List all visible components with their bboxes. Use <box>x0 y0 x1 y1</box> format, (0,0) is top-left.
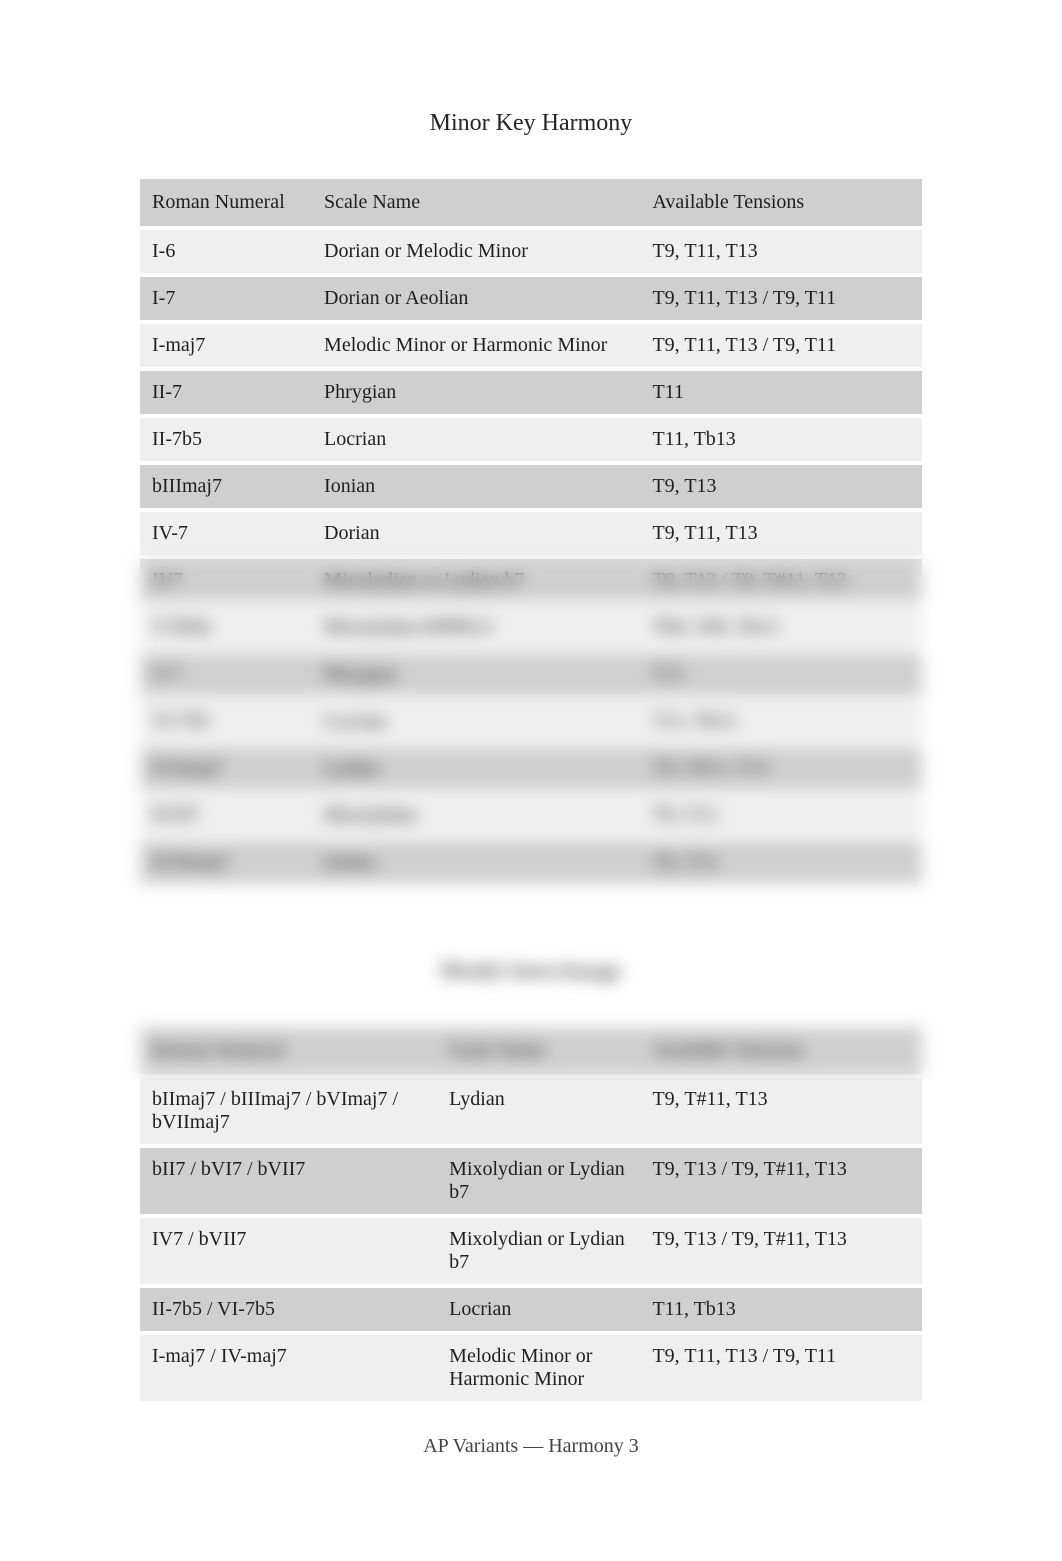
cell-scale: Ionian <box>312 841 640 884</box>
cell-scale: Ionian <box>312 465 640 508</box>
cell-roman: bIImaj7 / bIIImaj7 / bVImaj7 / bVIImaj7 <box>140 1078 437 1144</box>
cell-tension: T9, T13 <box>640 841 922 884</box>
cell-scale: Dorian <box>312 512 640 555</box>
table-row: II-7b5LocrianT11, Tb13 <box>140 418 922 461</box>
table-row: I-6Dorian or Melodic MinorT9, T11, T13 <box>140 230 922 273</box>
col-roman: Roman Numeral <box>140 1027 437 1074</box>
table-row: IV-7DorianT9, T11, T13 <box>140 512 922 555</box>
table-row: bIImaj7 / bIIImaj7 / bVImaj7 / bVIImaj7L… <box>140 1078 922 1144</box>
table-row: II-7b5 / VI-7b5LocrianT11, Tb13 <box>140 1288 922 1331</box>
cell-roman: bVIImaj7 <box>140 841 312 884</box>
cell-roman: IV7 / bVII7 <box>140 1218 437 1284</box>
cell-scale: Locrian <box>437 1288 640 1331</box>
cell-tension: T9, T#11, T13 <box>640 747 922 790</box>
cell-roman: bII7 / bVI7 / bVII7 <box>140 1148 437 1214</box>
table-row: II-7PhrygianT11 <box>140 371 922 414</box>
table-row: V7(b9)Mixolydian b9#9b13Tb9, T#9, Tb13 <box>140 606 922 649</box>
minor-key-table: Roman Numeral Scale Name Available Tensi… <box>140 175 922 888</box>
page: Minor Key Harmony Roman Numeral Scale Na… <box>0 0 1062 1561</box>
table-row: V-7PhrygianT11 <box>140 653 922 696</box>
minor-key-title: Minor Key Harmony <box>140 110 922 137</box>
minor-key-table-wrap: Roman Numeral Scale Name Available Tensi… <box>140 175 922 888</box>
table-header-row: Roman Numeral Scale Name Available Tensi… <box>140 179 922 226</box>
cell-roman: I-7 <box>140 277 312 320</box>
cell-tension: T9, T13 / T9, T#11, T13 <box>640 1218 922 1284</box>
table-row: bIIImaj7IonianT9, T13 <box>140 465 922 508</box>
table-row: IV7 / bVII7Mixolydian or Lydian b7T9, T1… <box>140 1218 922 1284</box>
col-roman: Roman Numeral <box>140 179 312 226</box>
table-row: bVIImaj7IonianT9, T13 <box>140 841 922 884</box>
cell-roman: II-7b5 <box>140 418 312 461</box>
cell-scale: Mixolydian or Lydian b7 <box>437 1218 640 1284</box>
cell-tension: T11, Tb13 <box>640 418 922 461</box>
cell-scale: Dorian or Aeolian <box>312 277 640 320</box>
col-tension: Available Tensions <box>640 179 922 226</box>
footnote: AP Variants — Harmony 3 <box>140 1435 922 1458</box>
cell-scale: Phrygian <box>312 371 640 414</box>
cell-scale: Lydian <box>312 747 640 790</box>
table-row: I-maj7 / IV-maj7Melodic Minor or Harmoni… <box>140 1335 922 1401</box>
cell-scale: Melodic Minor or Harmonic Minor <box>437 1335 640 1401</box>
cell-roman: bIIImaj7 <box>140 465 312 508</box>
cell-roman: I-maj7 / IV-maj7 <box>140 1335 437 1401</box>
cell-scale: Mixolydian or Lydian b7 <box>437 1148 640 1214</box>
cell-roman: IV7 <box>140 559 312 602</box>
cell-roman: I-maj7 <box>140 324 312 367</box>
cell-roman: bVImaj7 <box>140 747 312 790</box>
cell-scale: Melodic Minor or Harmonic Minor <box>312 324 640 367</box>
minor-key-section: Minor Key Harmony Roman Numeral Scale Na… <box>140 110 922 888</box>
modal-interchange-table-wrap: Roman Numeral Scale Name Available Tensi… <box>140 1023 922 1405</box>
cell-tension: T9, T13 <box>640 794 922 837</box>
cell-scale: Locrian <box>312 700 640 743</box>
cell-tension: Tb9, T#9, Tb13 <box>640 606 922 649</box>
cell-roman: V7(b9) <box>140 606 312 649</box>
cell-tension: T9, T11, T13 / T9, T11 <box>640 1335 922 1401</box>
table-row: I-maj7Melodic Minor or Harmonic MinorT9,… <box>140 324 922 367</box>
cell-tension: T9, T13 <box>640 465 922 508</box>
cell-tension: T9, T13 / T9, T#11, T13 <box>640 559 922 602</box>
cell-scale: Mixolydian b9#9b13 <box>312 606 640 649</box>
cell-scale: Locrian <box>312 418 640 461</box>
table-row: bVII7MixolydianT9, T13 <box>140 794 922 837</box>
cell-scale: Lydian <box>437 1078 640 1144</box>
cell-tension: T9, T11, T13 / T9, T11 <box>640 277 922 320</box>
cell-roman: VI-7b5 <box>140 700 312 743</box>
table-row: bVImaj7LydianT9, T#11, T13 <box>140 747 922 790</box>
cell-scale: Mixolydian or Lydian b7 <box>312 559 640 602</box>
cell-scale: Dorian or Melodic Minor <box>312 230 640 273</box>
cell-roman: I-6 <box>140 230 312 273</box>
modal-interchange-table: Roman Numeral Scale Name Available Tensi… <box>140 1023 922 1405</box>
table-row: IV7Mixolydian or Lydian b7T9, T13 / T9, … <box>140 559 922 602</box>
table-row: bII7 / bVI7 / bVII7Mixolydian or Lydian … <box>140 1148 922 1214</box>
cell-tension: T9, T13 / T9, T#11, T13 <box>640 1148 922 1214</box>
modal-interchange-section: Modal Interchange Roman Numeral Scale Na… <box>140 958 922 1458</box>
table-row: I-7Dorian or AeolianT9, T11, T13 / T9, T… <box>140 277 922 320</box>
cell-tension: T11, Tb13 <box>640 700 922 743</box>
col-tension: Available Tensions <box>640 1027 922 1074</box>
col-scale: Scale Name <box>437 1027 640 1074</box>
cell-tension: T11 <box>640 653 922 696</box>
cell-tension: T9, T11, T13 / T9, T11 <box>640 324 922 367</box>
cell-tension: T9, T11, T13 <box>640 230 922 273</box>
cell-tension: T11, Tb13 <box>640 1288 922 1331</box>
cell-scale: Mixolydian <box>312 794 640 837</box>
cell-tension: T11 <box>640 371 922 414</box>
cell-scale: Phrygian <box>312 653 640 696</box>
cell-tension: T9, T#11, T13 <box>640 1078 922 1144</box>
modal-interchange-title: Modal Interchange <box>140 958 922 985</box>
cell-tension: T9, T11, T13 <box>640 512 922 555</box>
cell-roman: II-7b5 / VI-7b5 <box>140 1288 437 1331</box>
cell-roman: IV-7 <box>140 512 312 555</box>
cell-roman: V-7 <box>140 653 312 696</box>
table-row: VI-7b5LocrianT11, Tb13 <box>140 700 922 743</box>
cell-roman: bVII7 <box>140 794 312 837</box>
col-scale: Scale Name <box>312 179 640 226</box>
cell-roman: II-7 <box>140 371 312 414</box>
table-header-row: Roman Numeral Scale Name Available Tensi… <box>140 1027 922 1074</box>
